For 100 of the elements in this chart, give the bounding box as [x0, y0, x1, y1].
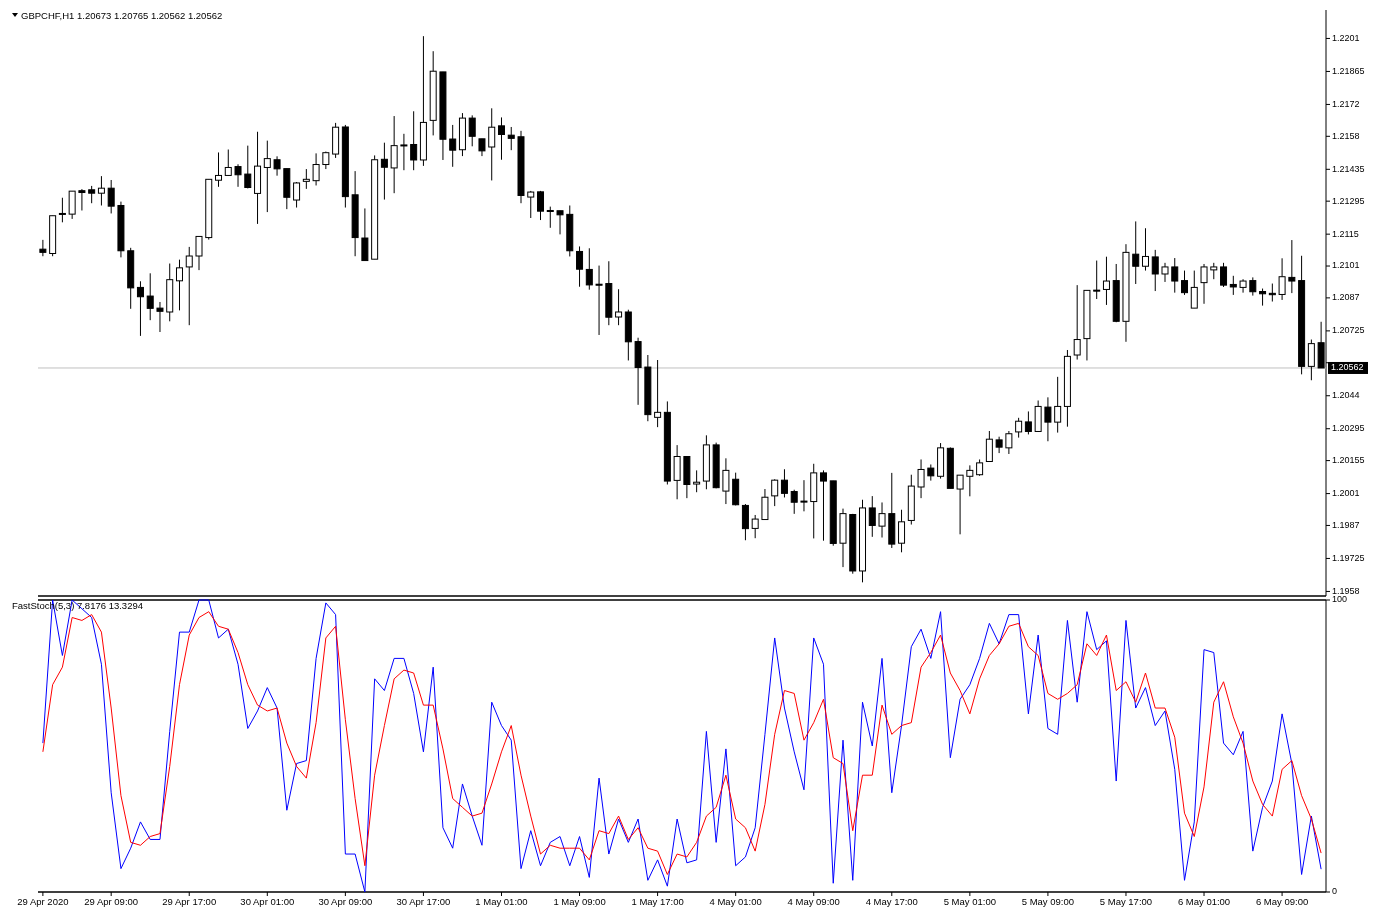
candlestick — [1132, 220, 1140, 285]
candlestick — [1015, 417, 1023, 439]
candlestick — [878, 501, 886, 539]
candlestick — [468, 114, 476, 147]
candlestick — [1044, 396, 1052, 442]
candlestick — [576, 245, 584, 288]
candlestick — [156, 301, 164, 333]
candlestick — [537, 190, 545, 221]
candlestick — [497, 116, 505, 161]
candlestick — [780, 468, 788, 498]
candlestick — [1307, 339, 1315, 381]
x-tick-label: 1 May 09:00 — [553, 896, 606, 907]
candlestick — [1093, 260, 1101, 300]
candlestick — [585, 247, 593, 291]
candlestick — [722, 457, 730, 505]
candlestick — [293, 181, 301, 209]
candlestick — [224, 149, 232, 176]
candlestick — [302, 168, 310, 190]
candlestick — [1288, 239, 1296, 294]
candlestick — [361, 207, 369, 262]
y-tick-label: 1.21435 — [1332, 163, 1365, 174]
candlestick — [1171, 257, 1179, 294]
candlestick — [1229, 275, 1237, 296]
y-tick-label: 0 — [1332, 886, 1338, 897]
x-tick-label: 4 May 17:00 — [865, 896, 918, 907]
y-tick-label: 1.2001 — [1332, 487, 1360, 498]
y-tick-label: 1.1987 — [1332, 519, 1360, 530]
candlestick — [107, 179, 115, 214]
x-tick-label: 1 May 17:00 — [631, 896, 684, 907]
candlestick — [58, 197, 66, 223]
y-tick-label: 1.21295 — [1332, 195, 1365, 206]
candlestick — [751, 514, 759, 539]
y-tick-label: 1.19725 — [1332, 552, 1365, 563]
y-tick-label: 1.2101 — [1332, 260, 1360, 271]
candlestick — [1073, 284, 1081, 361]
candlestick — [1102, 256, 1110, 306]
candlestick — [273, 155, 281, 177]
candlestick — [244, 145, 252, 189]
candlestick — [39, 239, 47, 257]
x-tick-label: 30 Apr 01:00 — [240, 896, 295, 907]
x-tick-label: 5 May 01:00 — [943, 896, 996, 907]
candlestick — [1220, 262, 1228, 288]
candlestick — [868, 495, 876, 538]
candlestick — [390, 115, 398, 194]
candlestick — [546, 206, 554, 229]
candlestick — [673, 444, 681, 500]
candlestick — [1190, 270, 1198, 309]
x-tick-label: 30 Apr 09:00 — [318, 896, 373, 907]
x-tick-label: 29 Apr 17:00 — [162, 896, 217, 907]
candlestick — [68, 190, 76, 220]
y-tick-label: 1.20295 — [1332, 423, 1365, 434]
x-tick-label: 29 Apr 2020 — [17, 896, 69, 907]
candlestick — [595, 265, 603, 336]
y-tick-label: 1.2044 — [1332, 390, 1360, 401]
x-tick-label: 6 May 09:00 — [1255, 896, 1309, 907]
candlestick — [1141, 227, 1149, 272]
y-tick-label: 1.20155 — [1332, 454, 1365, 465]
candlestick — [741, 503, 749, 541]
candlestick — [380, 142, 388, 201]
candlestick — [1024, 410, 1032, 435]
candlestick — [1151, 249, 1159, 292]
y-tick-label: 1.21865 — [1332, 65, 1365, 76]
candlestick — [195, 235, 203, 271]
candlestick — [136, 280, 144, 337]
candlestick — [761, 488, 769, 521]
candlestick — [215, 151, 223, 188]
candlestick — [693, 469, 701, 493]
x-tick-label: 6 May 01:00 — [1177, 896, 1231, 907]
x-tick-label: 5 May 17:00 — [1099, 896, 1153, 907]
ref-line-label: 1.20562 — [1331, 362, 1364, 373]
candlestick — [1005, 430, 1013, 455]
candlestick — [400, 133, 408, 171]
candlestick — [263, 140, 271, 213]
candlestick — [898, 509, 906, 553]
candlestick — [1249, 276, 1257, 297]
candlestick — [956, 474, 964, 535]
candlestick — [790, 489, 798, 515]
x-tick-label: 1 May 01:00 — [475, 896, 528, 907]
candlestick — [917, 458, 925, 499]
candlestick — [1161, 262, 1169, 283]
y-tick-label: 1.2172 — [1332, 98, 1360, 109]
x-tick-label: 29 Apr 09:00 — [84, 896, 139, 907]
candlestick — [800, 479, 808, 512]
y-tick-label: 1.2115 — [1332, 228, 1359, 239]
candlestick — [488, 107, 496, 181]
y-tick-label: 1.20725 — [1332, 325, 1365, 336]
candlestick — [410, 110, 418, 171]
candlestick — [175, 259, 183, 311]
y-tick-label: 1.2087 — [1332, 292, 1360, 303]
x-tick-label: 5 May 09:00 — [1021, 896, 1075, 907]
y-tick-label: 1.2201 — [1332, 32, 1360, 43]
candlestick — [507, 126, 515, 151]
candlestick — [1200, 263, 1208, 305]
candlestick — [819, 469, 827, 542]
candlestick — [234, 163, 242, 188]
chart-title: GBPCHF,H1 1.20673 1.20765 1.20562 1.20562 — [21, 10, 223, 21]
candlestick — [97, 175, 105, 206]
candlestick — [1054, 376, 1062, 434]
candlestick — [185, 246, 193, 326]
candlestick — [1181, 270, 1189, 296]
